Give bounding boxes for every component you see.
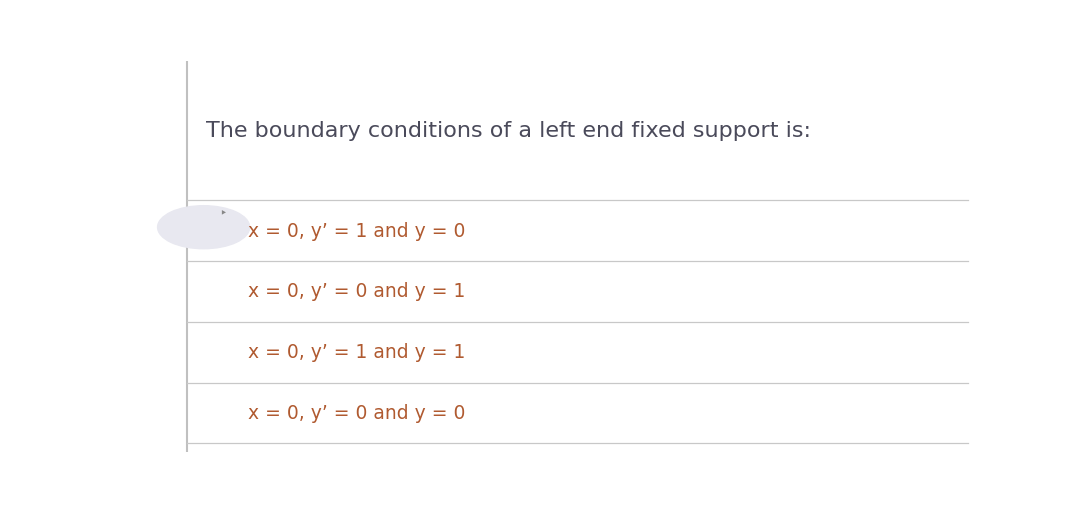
Text: The boundary conditions of a left end fixed support is:: The boundary conditions of a left end fi…: [206, 121, 811, 141]
Text: ‣: ‣: [218, 207, 226, 220]
Text: x = 0, y’ = 0 and y = 1: x = 0, y’ = 0 and y = 1: [248, 282, 465, 301]
Text: x = 0, y’ = 1 and y = 1: x = 0, y’ = 1 and y = 1: [248, 343, 465, 362]
Circle shape: [158, 206, 249, 249]
Text: x = 0, y’ = 1 and y = 0: x = 0, y’ = 1 and y = 0: [248, 221, 465, 241]
Text: x = 0, y’ = 0 and y = 0: x = 0, y’ = 0 and y = 0: [248, 403, 465, 423]
